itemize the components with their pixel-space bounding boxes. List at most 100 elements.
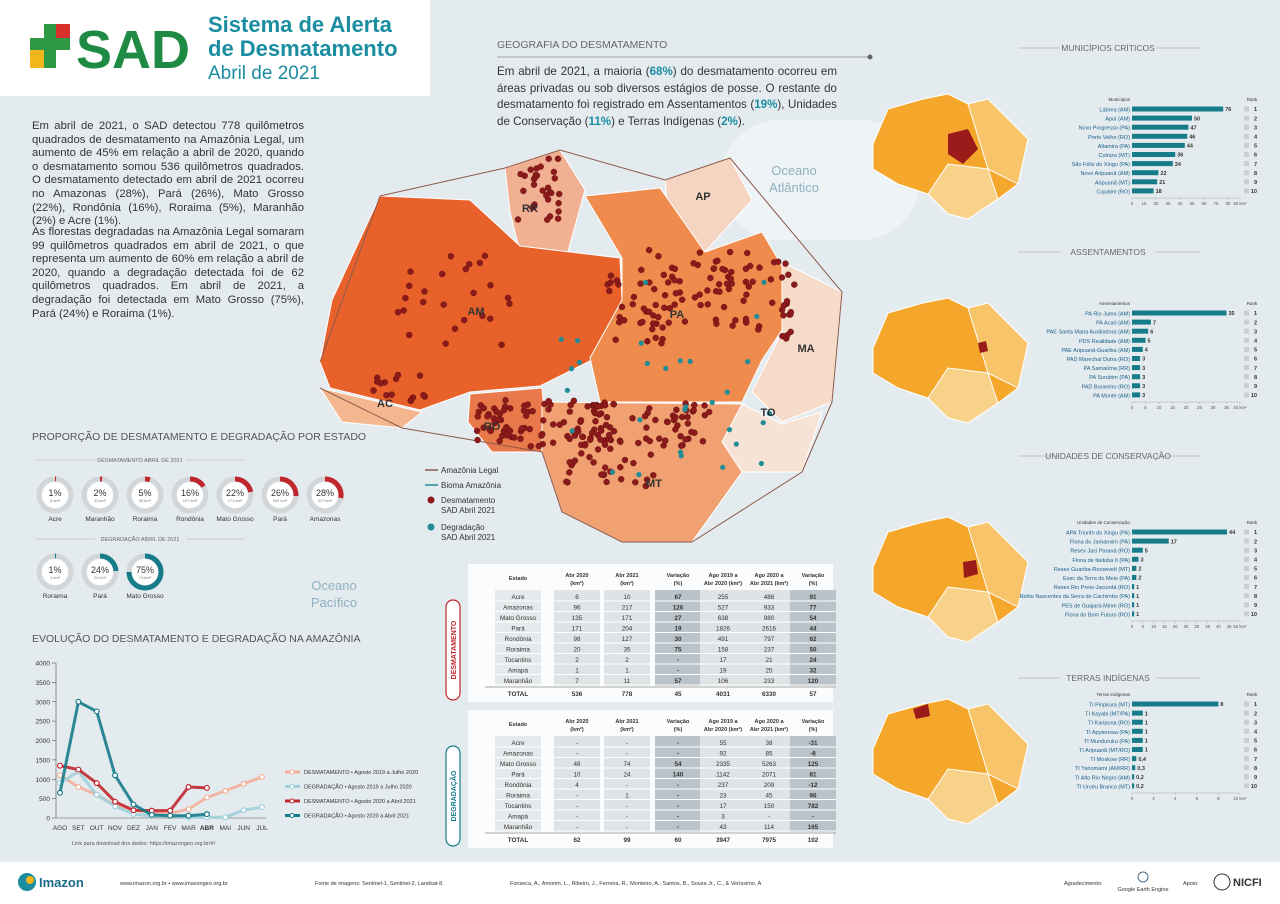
row-label: PA Samaúma (RR) [1084,366,1131,372]
deforestation-dot [540,417,547,424]
bar [1132,152,1176,157]
legend-label: SAD Abril 2021 [441,506,496,515]
degradation-dot [677,449,684,455]
rank-chip [1244,152,1249,157]
logo-bar [30,38,70,50]
deforestation-dot [787,309,795,316]
legend-label: Degradação [441,523,485,532]
table-cell: 35 [623,647,631,654]
deforestation-dot [732,317,739,324]
mini-map-shape [978,341,988,353]
y-tick-label: 2500 [36,719,51,726]
degradation-dot [574,338,581,344]
x-tick-label: 10 [1157,405,1162,410]
table-cell: 1 [575,668,579,675]
deforestation-dot [652,416,659,424]
footer-band [0,862,1280,904]
rank-chip [1244,319,1249,325]
rank-chip [1244,383,1249,389]
text-run: ) do desmatamento ocorreu em áreas priva… [497,65,837,111]
table-cell: - [677,814,679,821]
row-label: PA Surubim (PA) [1089,375,1130,381]
table-cell: 62 [809,636,817,643]
deforestation-dot [756,264,763,271]
deforestation-dot [690,260,697,267]
x-tick-label: 10 km² [1233,796,1247,801]
deforestation-dot [577,417,585,424]
column-header: Variação [802,719,825,725]
amazonia-legal-outline [319,149,843,543]
deforestation-dot [651,285,658,293]
table-cell: 797 [764,636,775,643]
x-tick-label: 5 [1144,405,1147,410]
table-cell: 45 [765,793,773,800]
deforestation-dot [545,406,552,413]
donut-area: 127 km² [183,498,198,503]
column-header: (%) [809,581,818,587]
donut-area: 6 km² [50,498,61,503]
deforestation-dot [650,472,657,479]
donut-label: 28% [316,488,334,498]
table-cell: 74 [623,761,631,768]
value-label: 3 [1142,357,1145,363]
deforestation-dot [665,279,672,286]
deforestation-dot [725,285,733,293]
ocean-label: Pacífico [311,595,357,610]
deforestation-dot [673,406,680,413]
row-label: PAD Burareiro (RO) [1082,384,1131,390]
table-cell: 57 [674,678,682,685]
deforestation-dot [487,315,494,322]
deforestation-dot [607,279,614,286]
col-shade [746,590,792,686]
rank: 2 [1254,539,1257,545]
degradation-dot [758,460,765,467]
deforestation-dot [690,407,697,414]
x-tick-label: 8 [1217,796,1220,801]
deforestation-dot [566,435,573,443]
degradation-dot [766,410,773,416]
deforestation-dot [637,280,644,287]
footer-text: Apoio: [1183,881,1199,887]
total-cell: 60 [674,837,682,844]
rank: 10 [1251,612,1257,618]
deforestation-dot [406,282,413,290]
table-cell: 6 [575,594,579,601]
table-cell: 204 [622,626,633,633]
state-label: MA [797,343,814,355]
deforestation-dot [658,340,665,347]
donut-area: 171 km² [228,498,243,503]
bar [1132,374,1141,380]
value-label: 34 [1175,162,1182,168]
rank: 10 [1251,784,1257,790]
row-label: Roraima [506,647,530,654]
row-label: PAD Marechal Dutra (RO) [1067,357,1131,363]
deforestation-dot [578,450,585,457]
side-tag [445,599,461,701]
rank-chip [1244,142,1249,148]
rank: 7 [1254,757,1257,763]
deforestation-dot [688,428,695,436]
total-cell: TOTAL [508,691,529,698]
legend-label: Desmatamento [441,496,496,505]
deforestation-dot [470,289,477,297]
series-point [185,806,192,813]
bar [1132,756,1137,762]
row-label: TI Aripuanã (MT/RO) [1079,748,1130,754]
legend-label: DEGRADAÇÃO • Agosto 2019 a Julho 2020 [304,784,412,791]
deforestation-dot [594,403,602,410]
rank-chip [1244,529,1249,535]
table-cell: - [626,824,628,831]
deforestation-dot [785,271,792,278]
bar [1132,783,1135,789]
column-header: Unidades de Conservação [1077,520,1131,525]
row-label: São Félix do Xingu (PA) [1072,162,1130,168]
bar [1132,602,1135,608]
deforestation-dot [517,170,524,178]
table-cell: 25 [765,668,773,675]
deforestation-dot [610,428,618,435]
deforestation-dot [527,166,534,173]
table-cell: 255 [718,594,729,601]
deforestation-dot [480,424,487,431]
legend-label: DESMATAMENTO • Agosto 2019 a Julho 2020 [304,770,418,776]
rank: 4 [1254,339,1258,345]
